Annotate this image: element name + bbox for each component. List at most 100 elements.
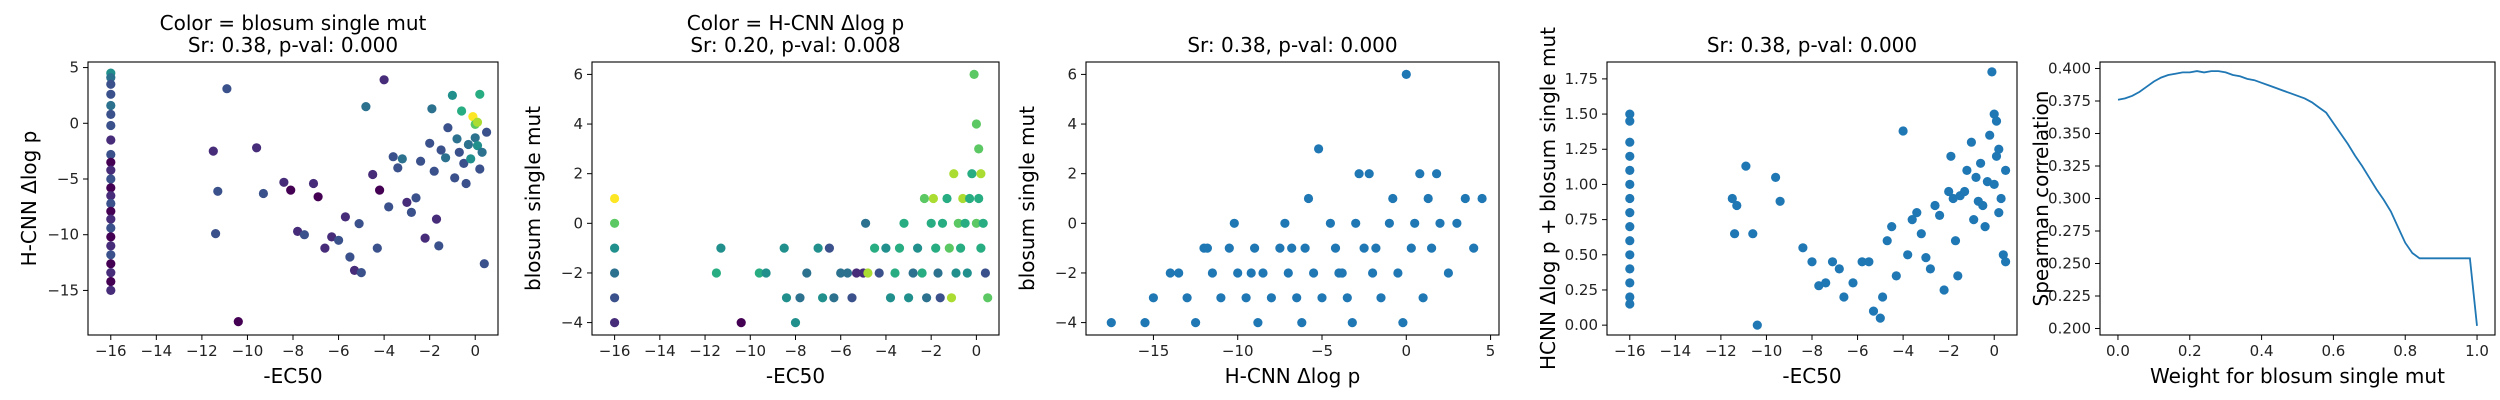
x-axis-label: -EC50 xyxy=(1782,364,1841,388)
scatter-point xyxy=(482,127,492,137)
scatter-point xyxy=(106,157,116,167)
scatter-point xyxy=(610,268,620,278)
x-tick-label: −4 xyxy=(373,342,395,360)
scatter-point xyxy=(258,188,268,199)
scatter-point xyxy=(233,317,243,327)
scatter-point xyxy=(252,143,262,153)
scatter-point xyxy=(208,146,218,156)
scatter-point xyxy=(976,243,986,253)
scatter-point xyxy=(1978,200,1988,211)
scatter-point xyxy=(211,229,221,239)
x-tick-label: −10 xyxy=(734,342,766,360)
scatter-point xyxy=(944,243,954,253)
scatter-point xyxy=(863,268,873,278)
scatter-point xyxy=(1976,158,1986,168)
scatter-point xyxy=(1287,243,1297,253)
scatter-point xyxy=(1625,137,1635,147)
axes-frame xyxy=(87,61,499,336)
scatter-point xyxy=(1229,218,1239,228)
scatter-point xyxy=(361,102,371,112)
scatter-point xyxy=(861,218,871,228)
scatter-point xyxy=(1393,268,1403,278)
y-tick-label: 0.00 xyxy=(1565,316,1598,334)
x-tick-label: −6 xyxy=(830,342,852,360)
scatter-point xyxy=(894,243,905,253)
y-tick-label: −10 xyxy=(47,226,79,244)
scatter-point xyxy=(340,212,350,222)
chart-title-line: Sr: 0.38, p-val: 0.000 xyxy=(1707,33,1917,57)
scatter-point xyxy=(1625,208,1635,218)
scatter-point xyxy=(885,293,896,303)
scatter-point xyxy=(1423,193,1433,204)
scatter-point xyxy=(106,135,116,145)
scatter-point xyxy=(1912,208,1922,218)
scatter-point xyxy=(1368,268,1378,278)
scatter-point xyxy=(1891,271,1901,281)
scatter-point xyxy=(951,268,961,278)
scatter-point xyxy=(1950,236,1961,246)
x-tick-label: 0 xyxy=(1402,342,1412,360)
x-tick-label: −12 xyxy=(186,342,218,360)
scatter-point xyxy=(946,293,957,303)
scatter-point xyxy=(106,276,116,287)
scatter-point xyxy=(106,149,116,160)
scatter-point xyxy=(1207,268,1217,278)
y-tick-label: −4 xyxy=(1055,314,1077,332)
scatter-point xyxy=(1469,243,1479,253)
scatter-point xyxy=(795,293,805,303)
scatter-point xyxy=(477,147,487,157)
x-tick-label: −16 xyxy=(1614,342,1646,360)
scatter-point xyxy=(1330,243,1341,253)
scatter-point xyxy=(106,174,116,184)
x-tick-label: 0.6 xyxy=(2321,342,2345,360)
scatter-point xyxy=(1741,161,1751,171)
scatter-point xyxy=(279,177,289,187)
x-tick-label: −10 xyxy=(232,342,264,360)
scatter-point xyxy=(818,293,828,303)
scatter-point xyxy=(106,79,116,89)
y-axis-label: blosum single mut xyxy=(1015,106,1039,291)
scatter-point xyxy=(1994,144,2004,154)
scatter-point xyxy=(441,153,451,163)
scatter-point xyxy=(1174,268,1184,278)
scatter-point xyxy=(1477,193,1487,204)
scatter-point xyxy=(1921,253,1931,263)
scatter-point xyxy=(829,293,839,303)
scatter-point xyxy=(1985,130,1995,140)
y-tick-label: 1.25 xyxy=(1565,140,1598,158)
x-tick-label: −14 xyxy=(1660,342,1692,360)
scatter-point xyxy=(472,141,483,151)
scatter-point xyxy=(457,106,467,116)
scatter-point xyxy=(1807,257,1817,267)
scatter-point xyxy=(356,268,366,278)
scatter-point xyxy=(1732,200,1742,211)
scatter-point xyxy=(1898,126,1908,136)
scatter-point xyxy=(1216,293,1226,303)
scatter-point xyxy=(610,193,620,204)
scatter-point xyxy=(106,223,116,233)
scatter-point xyxy=(1771,172,1781,182)
y-tick-label: 2 xyxy=(1067,165,1077,183)
scatter-point xyxy=(1202,243,1212,253)
y-tick-label: 0.400 xyxy=(2048,60,2091,78)
scatter-point xyxy=(1948,193,1958,204)
scatter-point xyxy=(397,154,407,164)
x-tick-label: −8 xyxy=(784,342,806,360)
scatter-point xyxy=(106,109,116,119)
x-tick-label: 5 xyxy=(1486,342,1496,360)
chart-title-line: Sr: 0.38, p-val: 0.000 xyxy=(1187,33,1397,57)
scatter-point xyxy=(1460,193,1470,204)
scatter-point xyxy=(345,252,355,262)
y-tick-label: 4 xyxy=(1067,115,1077,133)
scatter-point xyxy=(1980,222,1990,232)
scatter-point xyxy=(1864,257,1874,267)
scatter-point xyxy=(949,169,959,179)
scatter-point xyxy=(1882,236,1892,246)
scatter-point xyxy=(899,218,909,228)
x-tick-label: 0 xyxy=(470,342,480,360)
scatter-point xyxy=(1998,250,2008,260)
y-axis-label: blosum single mut xyxy=(521,106,545,291)
scatter-point xyxy=(1839,292,1849,302)
scatter-point xyxy=(1253,318,1263,328)
scatter-point xyxy=(790,318,801,328)
